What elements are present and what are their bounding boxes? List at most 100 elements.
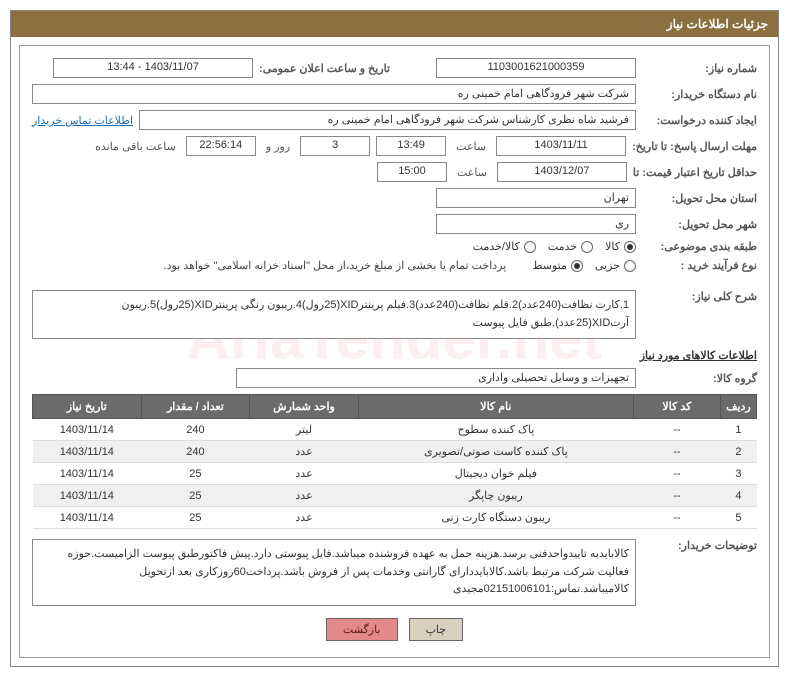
buyer-notes-box: کالابایدبه تاییدواحدفنی برسد.هزینه حمل ب… <box>32 539 636 606</box>
need-number-field: 1103001621000359 <box>436 58 636 78</box>
radio-icon <box>524 241 536 253</box>
panel-title: جزئیات اطلاعات نیاز <box>11 11 778 37</box>
group-field: تجهیزات و وسایل تحصیلی واداری <box>236 368 636 388</box>
table-header-cell: کد کالا <box>633 395 720 419</box>
table-cell: -- <box>633 507 720 529</box>
table-cell: 1 <box>720 419 756 441</box>
row-requester: ایجاد کننده درخواست: فرشید شاه نظری کارش… <box>32 110 757 130</box>
table-body: 1--پاک کننده سطوحلیتر2401403/11/142--پاک… <box>33 419 757 529</box>
radio-label: متوسط <box>532 259 567 272</box>
table-cell: 1403/11/14 <box>33 463 142 485</box>
table-cell: -- <box>633 419 720 441</box>
table-cell: پاک کننده کاست صوتی/تصویری <box>358 441 633 463</box>
table-header-cell: واحد شمارش <box>250 395 359 419</box>
table-cell: ریبون دستگاه کارت زنی <box>358 507 633 529</box>
table-cell: -- <box>633 485 720 507</box>
buyer-org-field: شرکت شهر فرودگاهی امام خمینی ره <box>32 84 636 104</box>
table-cell: 1403/11/14 <box>33 441 142 463</box>
table-cell: 25 <box>141 485 250 507</box>
announce-datetime-field: 1403/11/07 - 13:44 <box>53 58 253 78</box>
buyer-contact-link[interactable]: اطلاعات تماس خریدار <box>32 114 133 127</box>
countdown-field: 22:56:14 <box>186 136 256 156</box>
requester-label: ایجاد کننده درخواست: <box>642 114 757 127</box>
province-field: تهران <box>436 188 636 208</box>
need-number-label: شماره نیاز: <box>642 62 757 75</box>
back-button[interactable]: بازگشت <box>326 618 398 641</box>
table-cell: عدد <box>250 463 359 485</box>
purchase-type-radio-option-1[interactable]: متوسط <box>532 259 583 272</box>
table-cell: 25 <box>141 463 250 485</box>
table-row: 2--پاک کننده کاست صوتی/تصویریعدد2401403/… <box>33 441 757 463</box>
table-cell: 1403/11/14 <box>33 507 142 529</box>
radio-label: جزیی <box>595 259 620 272</box>
table-cell: 4 <box>720 485 756 507</box>
remaining-suffix-text: ساعت باقی مانده <box>91 140 180 153</box>
overview-box: 1.کارت نظافت(240عدد)2.قلم نظافت(240عدد)3… <box>32 290 636 339</box>
table-header-cell: نام کالا <box>358 395 633 419</box>
table-row: 3--فیلم خوان دیجیتالعدد251403/11/14 <box>33 463 757 485</box>
row-category: طبقه بندی موضوعی: کالا خدمت کالا/خدمت <box>32 240 757 253</box>
validity-label: حداقل تاریخ اعتبار قیمت: تا <box>633 166 757 179</box>
row-purchase-type: نوع فرآیند خرید : جزیی متوسط پرداخت تمام … <box>32 259 757 272</box>
requester-field: فرشید شاه نظری کارشناس شرکت شهر فرودگاهی… <box>139 110 636 130</box>
buyer-notes-label: توضیحات خریدار: <box>642 539 757 552</box>
panel-body: شماره نیاز: 1103001621000359 تاریخ و ساع… <box>19 45 770 658</box>
table-cell: -- <box>633 463 720 485</box>
items-section-title: اطلاعات کالاهای مورد نیاز <box>32 349 757 362</box>
table-cell: 1403/11/14 <box>33 419 142 441</box>
table-cell: فیلم خوان دیجیتال <box>358 463 633 485</box>
row-province: استان محل تحویل: تهران <box>32 188 757 208</box>
days-and-text: روز و <box>262 140 294 153</box>
category-radio-group: کالا خدمت کالا/خدمت <box>473 240 636 253</box>
deadline-time-field: 13:49 <box>376 136 446 156</box>
radio-icon <box>624 260 636 272</box>
radio-label: کالا/خدمت <box>473 240 520 253</box>
table-cell: -- <box>633 441 720 463</box>
category-radio-option-1[interactable]: خدمت <box>548 240 593 253</box>
row-overview: شرح کلی نیاز: 1.کارت نظافت(240عدد)2.قلم … <box>32 290 757 339</box>
print-button[interactable]: چاپ <box>409 618 464 641</box>
purchase-type-radio-group: جزیی متوسط <box>532 259 636 272</box>
table-cell: عدد <box>250 485 359 507</box>
table-row: 1--پاک کننده سطوحلیتر2401403/11/14 <box>33 419 757 441</box>
table-cell: 3 <box>720 463 756 485</box>
row-validity: حداقل تاریخ اعتبار قیمت: تا 1403/12/07 س… <box>32 162 757 182</box>
table-row: 4--ریبون چاپگرعدد251403/11/14 <box>33 485 757 507</box>
deadline-label: مهلت ارسال پاسخ: تا تاریخ: <box>632 140 757 153</box>
table-cell: 5 <box>720 507 756 529</box>
radio-label: کالا <box>605 240 620 253</box>
row-buyer-notes: توضیحات خریدار: کالابایدبه تاییدواحدفنی … <box>32 539 757 606</box>
radio-icon <box>571 260 583 272</box>
table-cell: ریبون چاپگر <box>358 485 633 507</box>
deadline-date-field: 1403/11/11 <box>496 136 626 156</box>
table-header-cell: تاریخ نیاز <box>33 395 142 419</box>
table-header-cell: ردیف <box>720 395 756 419</box>
purchase-type-label: نوع فرآیند خرید : <box>642 259 757 272</box>
table-cell: پاک کننده سطوح <box>358 419 633 441</box>
row-group: گروه کالا: تجهیزات و وسایل تحصیلی واداری <box>32 368 757 388</box>
category-radio-option-2[interactable]: کالا/خدمت <box>473 240 536 253</box>
table-cell: لیتر <box>250 419 359 441</box>
table-cell: 1403/11/14 <box>33 485 142 507</box>
button-row: چاپ بازگشت <box>32 618 757 641</box>
table-cell: 25 <box>141 507 250 529</box>
row-city: شهر محل تحویل: ری <box>32 214 757 234</box>
table-cell: 2 <box>720 441 756 463</box>
overview-label: شرح کلی نیاز: <box>642 290 757 303</box>
category-label: طبقه بندی موضوعی: <box>642 240 757 253</box>
main-panel: جزئیات اطلاعات نیاز شماره نیاز: 11030016… <box>10 10 779 667</box>
category-radio-option-0[interactable]: کالا <box>605 240 636 253</box>
radio-icon <box>581 241 593 253</box>
buyer-org-label: نام دستگاه خریدار: <box>642 88 757 101</box>
time-word-2: ساعت <box>453 166 491 179</box>
table-header-cell: تعداد / مقدار <box>141 395 250 419</box>
table-cell: عدد <box>250 441 359 463</box>
purchase-type-radio-option-0[interactable]: جزیی <box>595 259 636 272</box>
validity-time-field: 15:00 <box>377 162 447 182</box>
row-buyer-org: نام دستگاه خریدار: شرکت شهر فرودگاهی اما… <box>32 84 757 104</box>
announce-datetime-label: تاریخ و ساعت اعلان عمومی: <box>259 62 390 75</box>
row-need-number: شماره نیاز: 1103001621000359 تاریخ و ساع… <box>32 58 757 78</box>
time-word-1: ساعت <box>452 140 490 153</box>
payment-note: پرداخت تمام یا بخشی از مبلغ خرید،از محل … <box>164 259 507 272</box>
radio-icon <box>624 241 636 253</box>
